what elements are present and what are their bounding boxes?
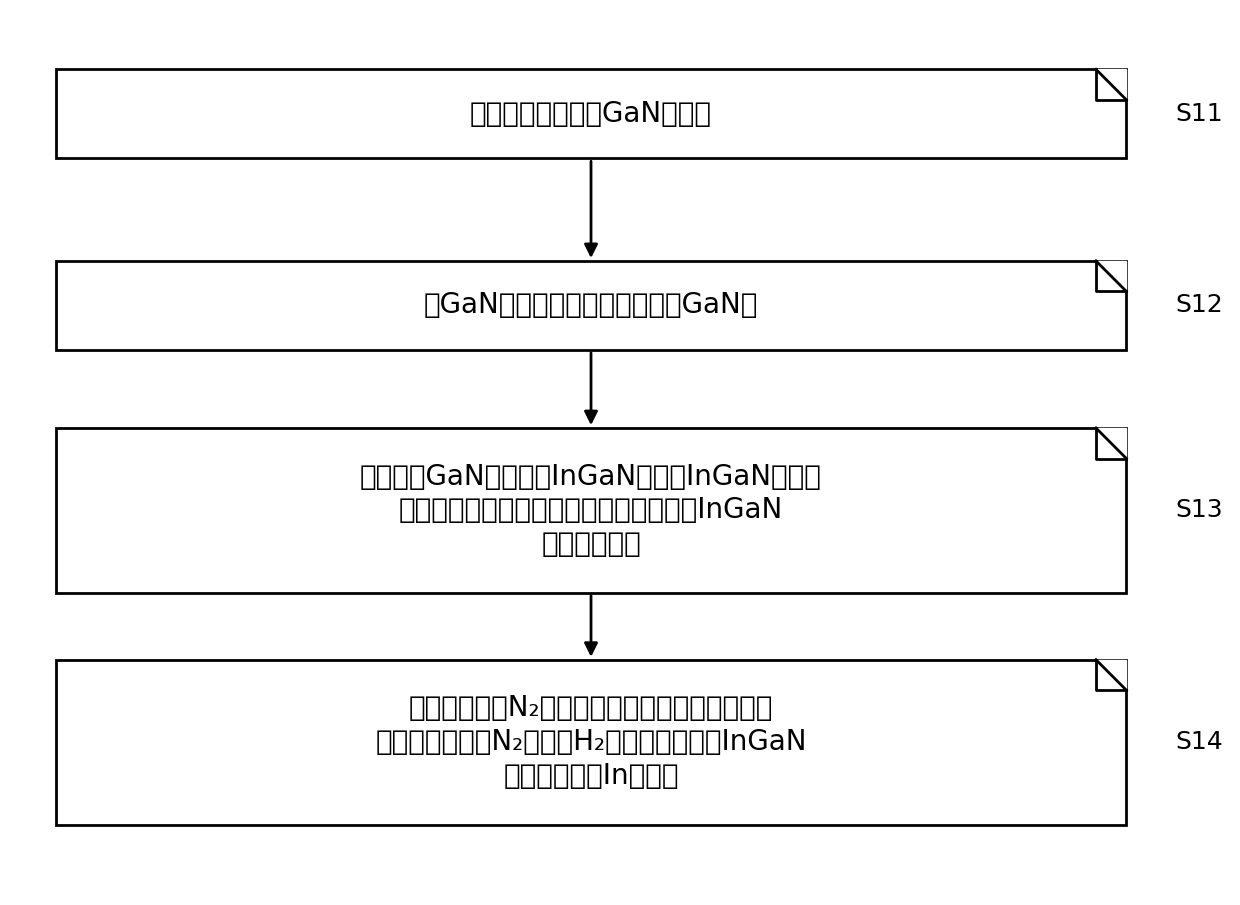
Polygon shape	[1096, 261, 1126, 291]
Text: 在非掺杂GaN层上生长InGaN层，该InGaN层的厚: 在非掺杂GaN层上生长InGaN层，该InGaN层的厚	[360, 462, 822, 491]
FancyBboxPatch shape	[56, 660, 1126, 824]
FancyBboxPatch shape	[56, 428, 1126, 593]
Text: 温度，将载气由N₂变换成H₂，继续降温，在InGaN: 温度，将载气由N₂变换成H₂，继续降温，在InGaN	[376, 729, 807, 756]
Text: S13: S13	[1176, 499, 1223, 522]
Text: 层的表面获得In量子点: 层的表面获得In量子点	[503, 762, 678, 790]
Text: S14: S14	[1176, 730, 1223, 754]
Text: S12: S12	[1176, 293, 1223, 318]
Polygon shape	[1096, 428, 1126, 459]
Text: S11: S11	[1176, 102, 1223, 126]
Text: 保持反应室在N₂氛围下将生长温度降低至一设定: 保持反应室在N₂氛围下将生长温度降低至一设定	[409, 694, 774, 722]
Text: 层不发生弛豫: 层不发生弛豫	[541, 530, 641, 558]
Text: 在GaN缓冲层上高温生长非掺杂GaN层: 在GaN缓冲层上高温生长非掺杂GaN层	[424, 291, 758, 319]
Text: 在衬底上低温生长GaN缓冲层: 在衬底上低温生长GaN缓冲层	[470, 100, 712, 128]
FancyBboxPatch shape	[56, 70, 1126, 158]
Polygon shape	[1096, 70, 1126, 100]
Text: 度和组分在应变弛豫临界厚度内，以保证InGaN: 度和组分在应变弛豫临界厚度内，以保证InGaN	[399, 497, 784, 524]
Polygon shape	[1096, 660, 1126, 691]
FancyBboxPatch shape	[56, 261, 1126, 350]
